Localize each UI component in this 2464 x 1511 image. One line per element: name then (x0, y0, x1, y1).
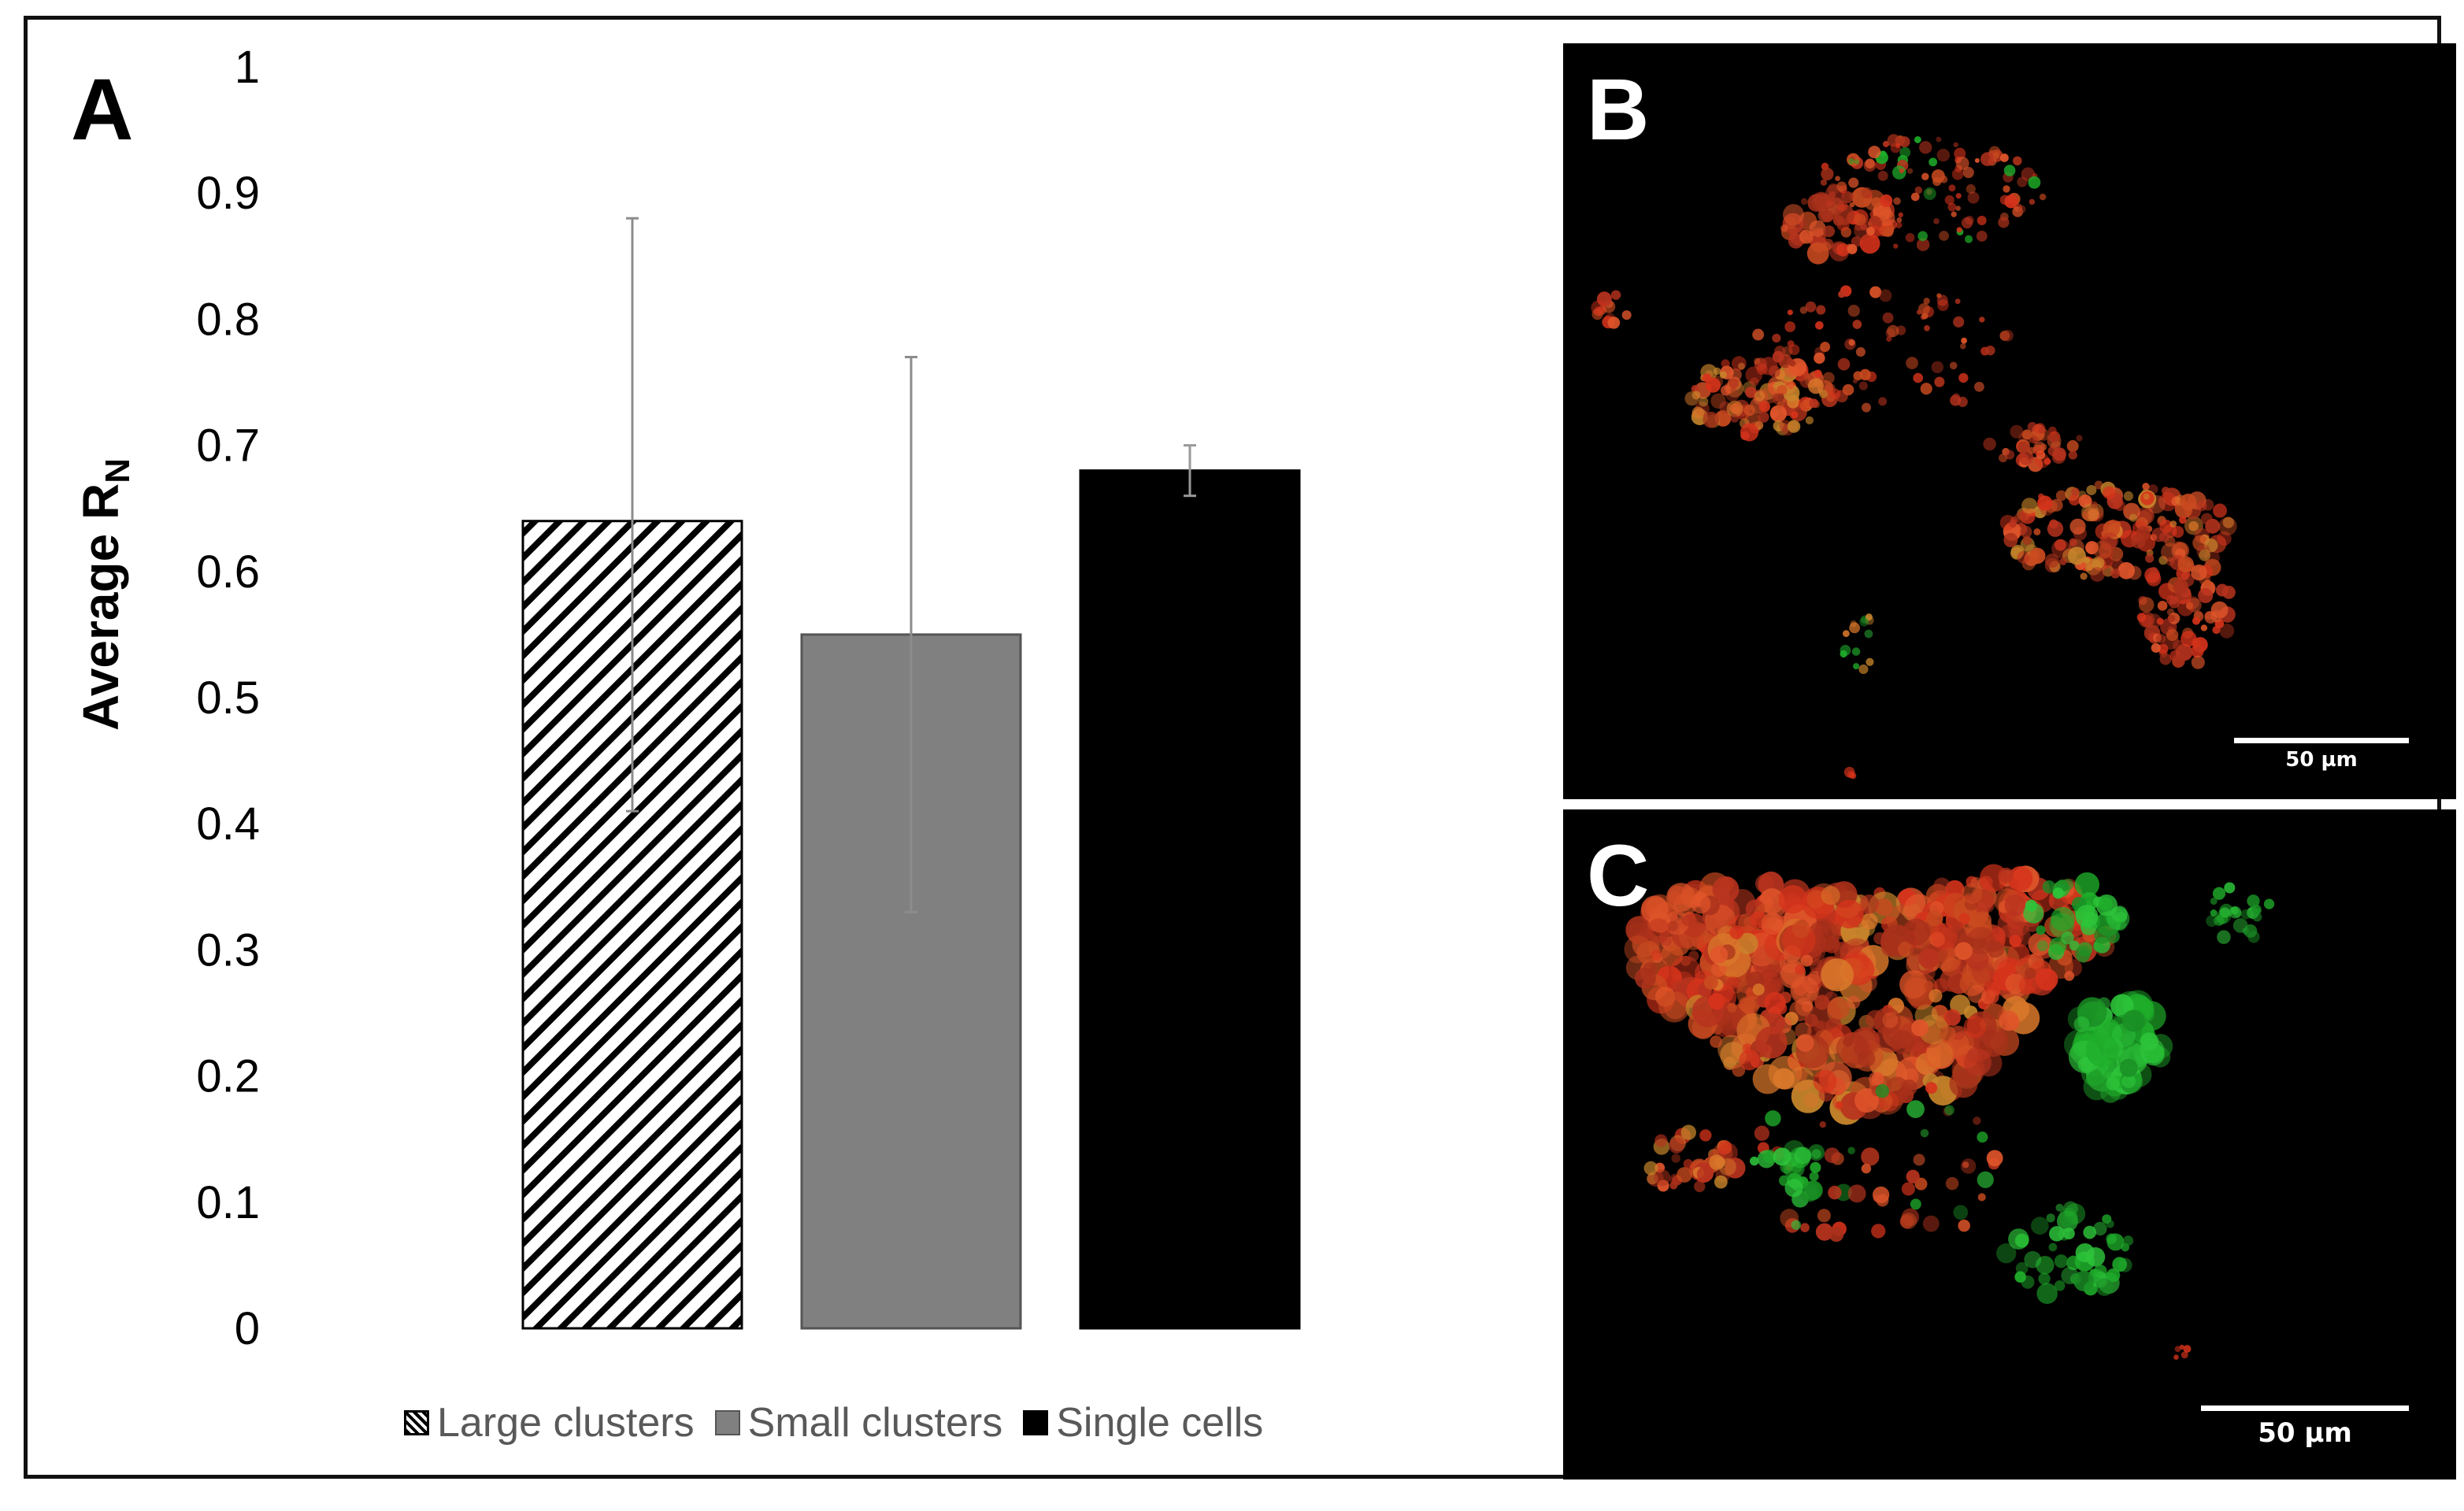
chart-legend: Large clusters Small clusters Single cel… (404, 1399, 1284, 1446)
y-tick-label-0: 0 (235, 1303, 260, 1354)
y-tick-label-7: 0.7 (196, 420, 260, 472)
scale-label-b: 50 µm (2285, 748, 2358, 772)
legend-swatch-single-cells (1023, 1410, 1049, 1435)
micrograph-c: C 50 µm (1563, 809, 2456, 1480)
legend-label-single-cells: Single cells (1056, 1400, 1264, 1446)
panel-letter-b: B (1587, 61, 1650, 158)
y-tick-label-5: 0.5 (196, 672, 260, 724)
panel-letter-c: C (1587, 828, 1650, 924)
cell-image-c (1624, 864, 2275, 1361)
error-bar-single-cells (1184, 444, 1196, 498)
y-tick-label-3: 0.3 (196, 924, 260, 976)
legend-item-single-cells: Single cells (1023, 1399, 1263, 1446)
legend-swatch-small-clusters (714, 1410, 740, 1435)
y-tick-label-4: 0.4 (196, 798, 260, 850)
y-tick-label-1: 0.1 (196, 1177, 260, 1228)
y-tick-label-9: 0.9 (196, 168, 260, 219)
cell-image-b (1591, 134, 2237, 780)
legend-label-small-clusters: Small clusters (747, 1400, 1003, 1446)
bar-single-cells (1079, 469, 1301, 1330)
micrograph-b: B 50 µm (1563, 43, 2456, 799)
scale-bar-b (2234, 738, 2409, 743)
panel-letter-a: A (71, 61, 134, 158)
error-bar-small-clusters (905, 355, 917, 913)
legend-item-small-clusters: Small clusters (714, 1399, 1003, 1446)
legend-label-large-clusters: Large clusters (437, 1400, 695, 1446)
legend-item-large-clusters: Large clusters (404, 1399, 695, 1446)
figure-frame: 0 0.1 0.2 0.3 0.4 0.5 0.6 0.7 0.8 0.9 1 Average RN… (24, 16, 2456, 1480)
bar-chart: 0 0.1 0.2 0.3 0.4 0.5 0.6 0.7 0.8 0.9 1 Average RN (72, 42, 1301, 1354)
scale-label-c: 50 µm (2258, 1417, 2352, 1449)
y-tick-label-6: 0.6 (196, 546, 260, 598)
scale-bar-c (2201, 1405, 2409, 1411)
y-tick-label-8: 0.8 (196, 294, 260, 345)
y-tick-label-2: 0.2 (196, 1051, 260, 1102)
y-axis-label: Average RN (72, 458, 137, 731)
y-tick-label-10: 1 (235, 42, 260, 93)
error-bar-large-clusters (626, 217, 639, 813)
legend-swatch-large-clusters (404, 1410, 429, 1435)
